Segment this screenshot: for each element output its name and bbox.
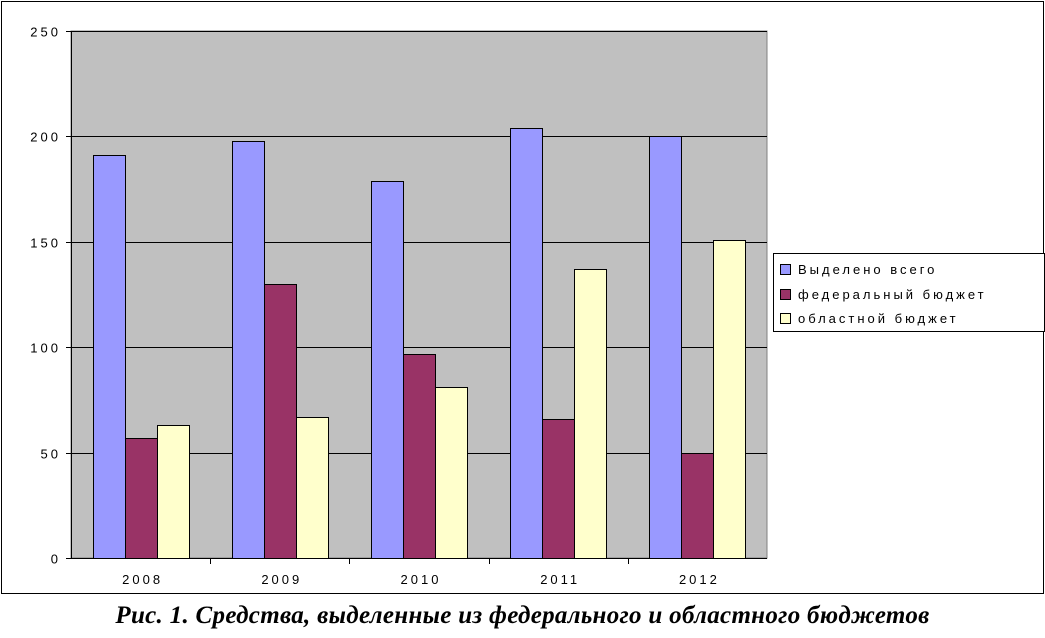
figure-caption: Рис. 1. Средства, выделенные из федераль…: [115, 602, 930, 629]
legend-label-regional-budget: областной бюджет: [798, 310, 959, 326]
bar-federal-budget-2008: [125, 438, 158, 559]
y-tick-label: 50: [41, 447, 61, 462]
y-tick-label: 150: [30, 236, 61, 251]
legend-swatch-regional-budget: [780, 312, 791, 324]
chart-legend: Выделено всего федеральный бюджет област…: [773, 253, 1045, 332]
legend-swatch-allocated-total: [780, 263, 791, 275]
legend-item-regional-budget: областной бюджет: [780, 309, 959, 327]
bar-regional-budget-2012: [713, 240, 746, 559]
bar-allocated-total-2008: [93, 155, 126, 559]
bar-federal-budget-2009: [264, 284, 297, 559]
legend-item-allocated-total: Выделено всего: [780, 260, 937, 278]
bar-allocated-total-2009: [232, 141, 265, 559]
bar-federal-budget-2010: [403, 354, 436, 559]
bar-regional-budget-2009: [296, 417, 329, 559]
y-tick-label: 200: [30, 130, 61, 145]
x-tick-label-2010: 2010: [401, 572, 442, 587]
bar-federal-budget-2012: [681, 453, 714, 559]
x-tick-label-2012: 2012: [679, 572, 720, 587]
bar-allocated-total-2010: [371, 181, 404, 559]
bar-regional-budget-2010: [435, 387, 468, 559]
bar-federal-budget-2011: [542, 419, 575, 559]
bar-chart: 0 50 100 150 200 250 2008 2009 2010 2011 2012: [30, 25, 768, 587]
bar-allocated-total-2012: [649, 136, 682, 559]
bar-allocated-total-2011: [510, 128, 543, 559]
y-tick-label: 250: [30, 25, 61, 40]
legend-label-federal-budget: федеральный бюджет: [798, 286, 987, 302]
x-tick-label-2009: 2009: [261, 572, 302, 587]
bar-regional-budget-2008: [157, 425, 190, 559]
legend-item-federal-budget: федеральный бюджет: [780, 285, 987, 303]
x-tick-label-2011: 2011: [540, 572, 580, 587]
bar-regional-budget-2011: [574, 269, 607, 559]
legend-swatch-federal-budget: [780, 288, 791, 300]
y-tick-label: 100: [30, 341, 61, 356]
y-tick-label: 0: [51, 552, 61, 567]
x-tick-label-2008: 2008: [122, 572, 163, 587]
legend-label-allocated-total: Выделено всего: [798, 261, 938, 277]
